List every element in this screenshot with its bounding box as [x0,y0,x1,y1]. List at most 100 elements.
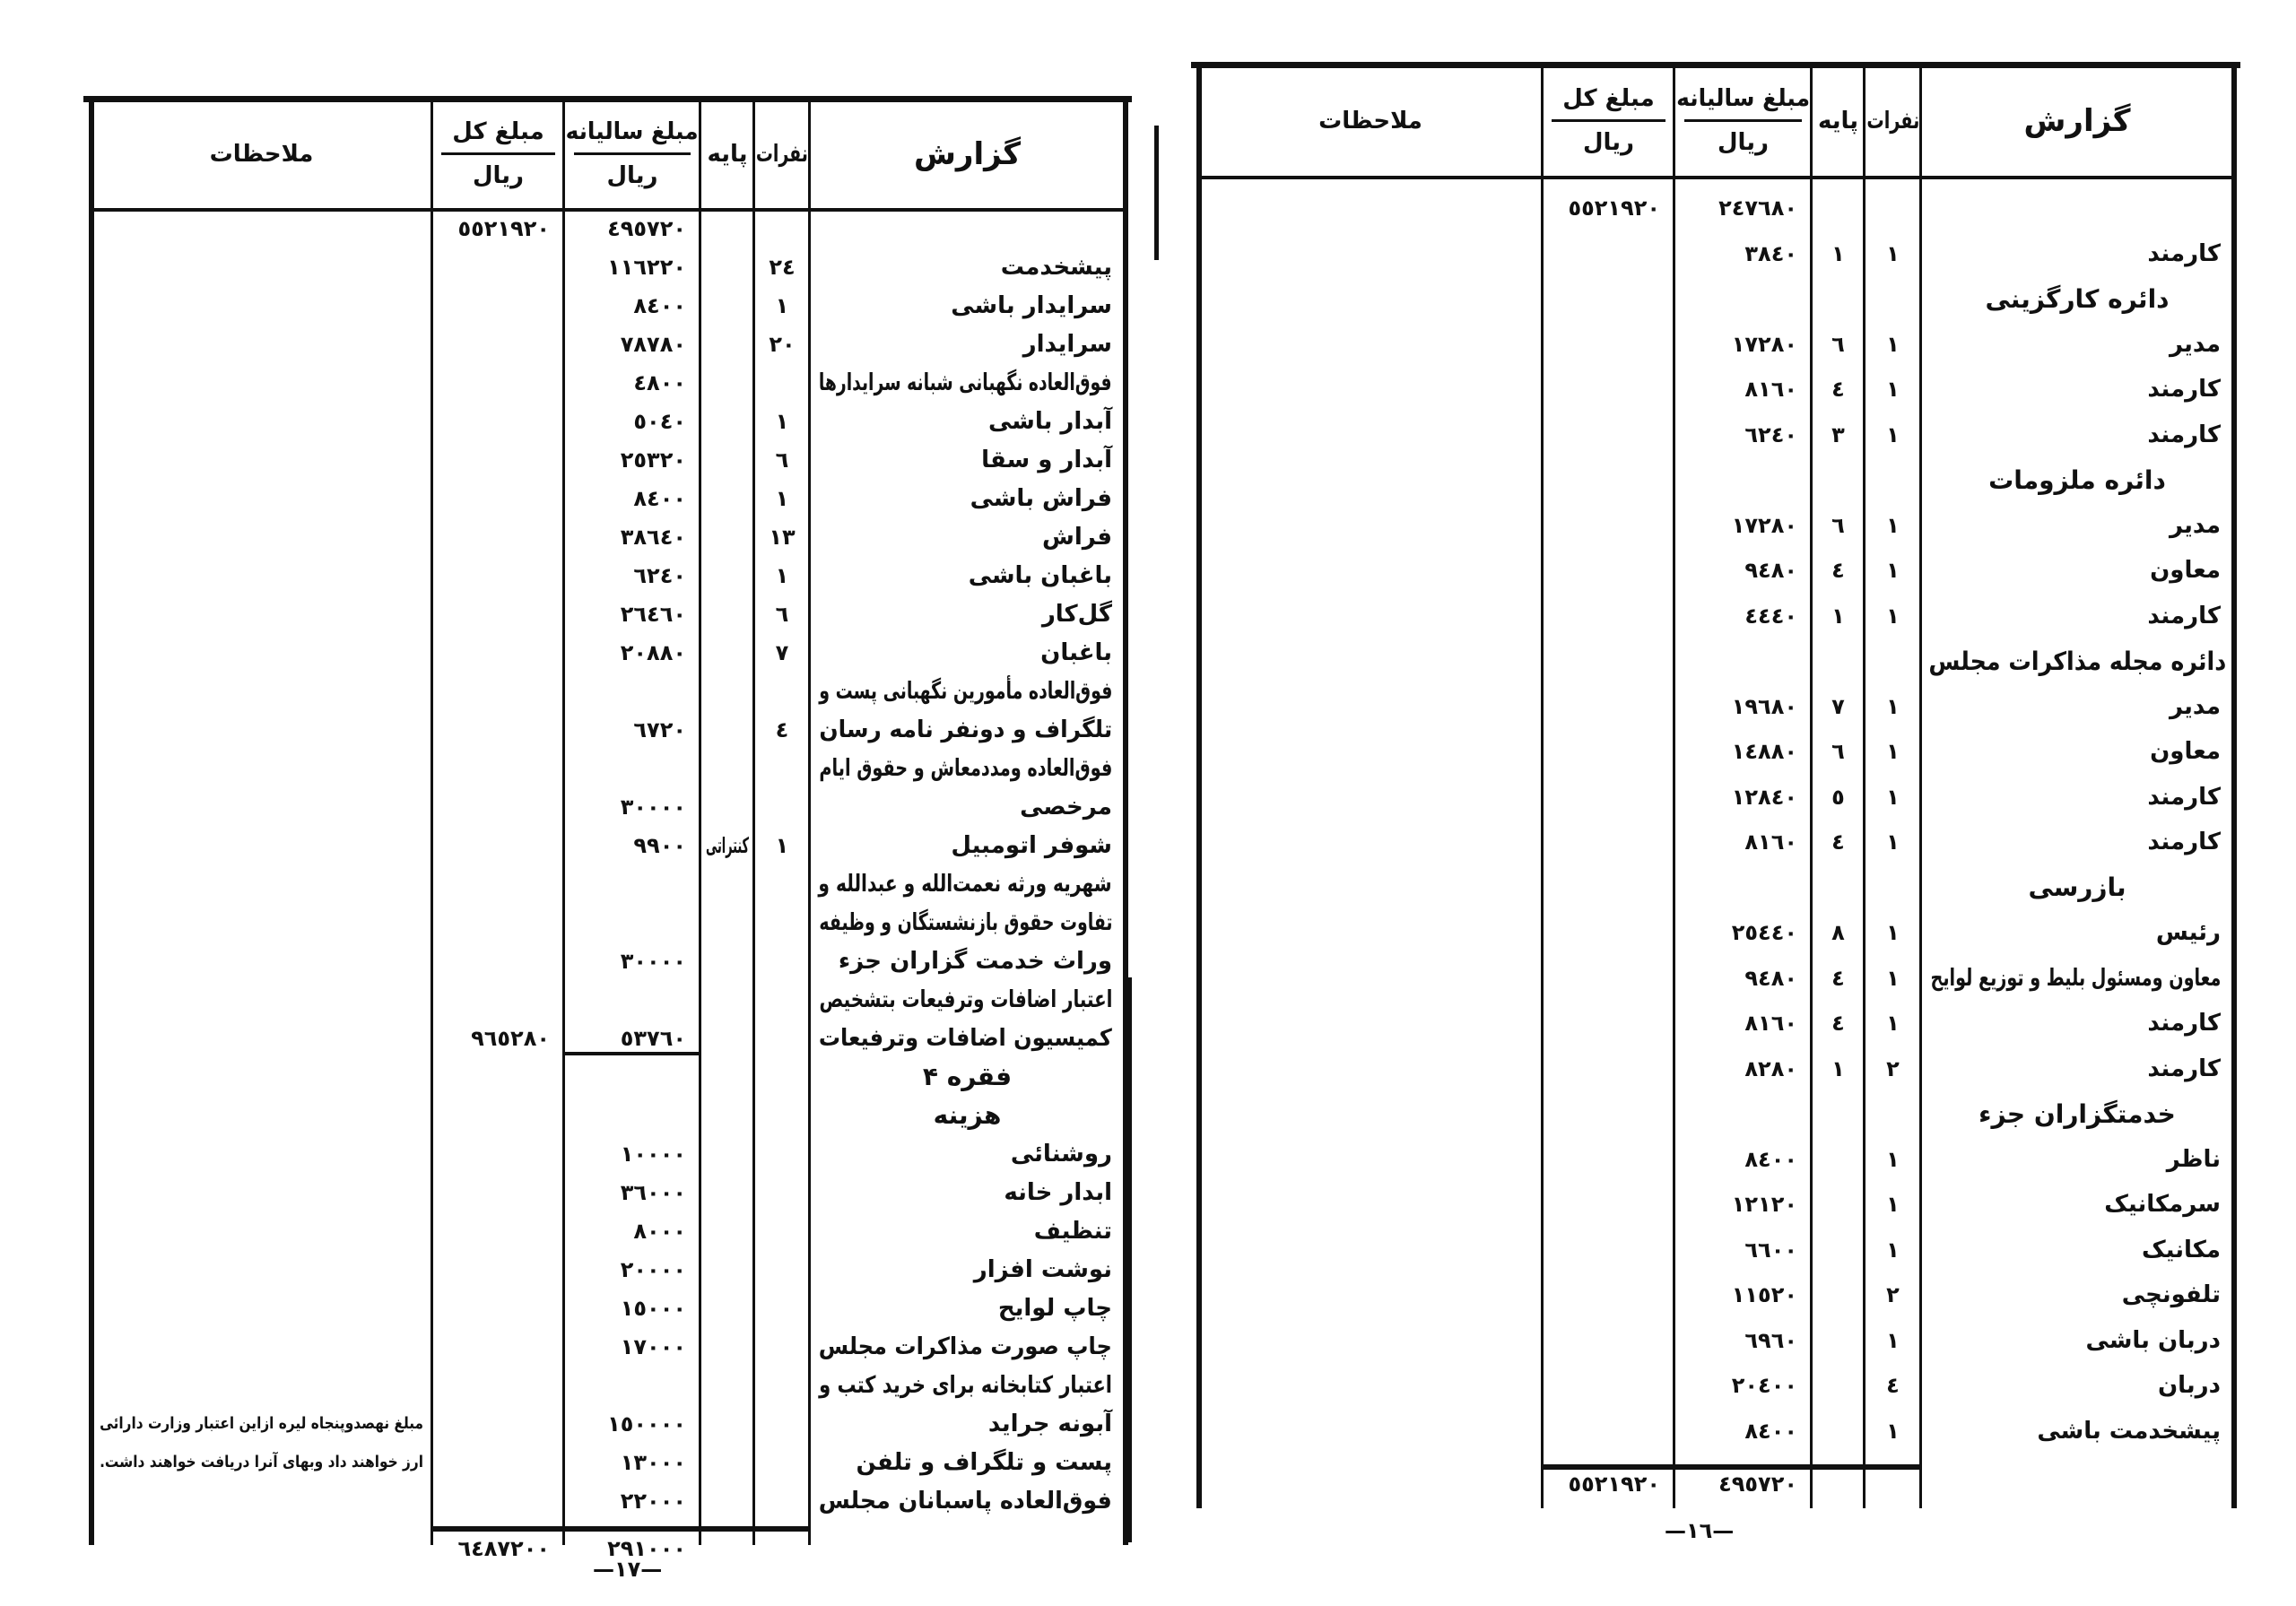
header-base-label: پایه [1817,107,1859,135]
annual-amount-text: ١١٦٢٢٠ [607,254,686,280]
total-amount-text: ٥٥٢١٩٢٠ [457,215,550,241]
item-description: سرایدار [810,325,1125,363]
column-divider [89,100,94,1545]
item-description-text: شوفر اتومبیل [951,831,1112,859]
item-base: کنتراتی [700,826,754,864]
table-row: اعتبار کتابخانه برای خرید کتب و [91,1366,1125,1404]
annual-amount-text: ١٤٨٨٠ [1731,739,1797,765]
item-description-text: فراش باشی [970,484,1112,512]
header-amount: مبلغ سالیانه ریال [1674,65,1812,176]
annual-amount-text: ١٧٢٨٠ [1731,512,1797,538]
table-row: ٢٤٧٦٨٠ ٥٥٢١٩٢٠ [1198,186,2233,231]
annual-amount-text: ٦٧٢٠ [633,716,686,742]
item-count: ١ [1865,1228,1921,1273]
item-description-text: گل‌کار [1041,600,1112,628]
section-heading-text: خدمتگزاران جزء [1979,1098,2176,1129]
item-description: مدیر [1921,684,2233,730]
item-count: ١ [1865,231,1921,277]
annual-amount: ٢٤٧٦٨٠ [1674,186,1812,231]
item-description-text: آبونه جراید [987,1410,1112,1437]
item-description-text: چاپ صورت مذاکرات مجلس [818,1333,1112,1360]
item-base: ٦ [1812,322,1865,368]
annual-amount-text: ١٥٠٠٠ [620,1295,686,1321]
item-description-text: کارمند [2147,783,2221,811]
item-description: اعتبار کتابخانه برای خرید کتب و [810,1366,1125,1404]
item-description: باغبان باشی [810,556,1125,595]
annual-amount-text: ١١٥٢٠ [1731,1282,1797,1308]
item-count: ١ [1865,412,1921,458]
annual-amount-text: ٢٤٧٦٨٠ [1718,195,1797,221]
item-description: کارمند [1921,412,2233,458]
item-count-text: ١ [1886,784,1900,810]
item-description: چاپ لوایح [810,1289,1125,1327]
section-heading: دائره کارگزینی [1921,276,2233,322]
item-description: شهریه ورثه نعمت‌الله و عبدالله و [810,864,1125,903]
table-row: هزینه [91,1096,1125,1134]
annual-amount-text: ٨٤٠٠ [1744,1418,1797,1444]
item-description: معاون [1921,548,2233,594]
item-description: تفاوت حقوق بازنشستگان و وظیفه [810,903,1125,942]
header-count-label: نفرات [755,140,809,168]
total-amount-text: ٩٦٥٢٨٠ [471,1025,550,1051]
annual-amount-text: ٨٢٨٠ [1744,1055,1797,1081]
item-count-text: ١ [1886,331,1900,357]
item-description-text: روشنائی [1010,1140,1112,1168]
annual-amount-text: ١٧٢٨٠ [1731,331,1797,357]
table-row: فوق‌العاده پاسبانان مجلس ٢٢٠٠٠ [91,1481,1125,1520]
table-row: تنظیف ٨٠٠٠ [91,1211,1125,1250]
table-row: فوق‌العاده نگهبانی شبانه سرایدارها ٤٨٠٠ [91,363,1125,402]
annual-amount: ١١٥٢٠ [1674,1272,1812,1318]
annual-amount: ١١٦٢٢٠ [564,247,700,286]
item-description: دربان باشی [1921,1318,2233,1364]
item-count: ١ [1865,956,1921,1002]
item-count: ١ [1865,1409,1921,1454]
annual-amount: ٨٠٠٠ [564,1211,700,1250]
item-description: پیشخدمت باشی [1921,1409,2233,1454]
header-base: پایه [1812,65,1865,176]
item-description-text: معاون [2150,738,2221,766]
item-description: تلگراف و دونفر نامه رسان [810,710,1125,749]
annual-amount-text: ١٣٠٠٠ [620,1449,686,1475]
annual-amount-text: ٩٤٨٠ [1744,558,1797,584]
annual-amount-text: ٨١٦٠ [1744,377,1797,403]
item-count-text: ٦ [775,601,789,627]
annual-amount: ٢٠٨٨٠ [564,633,700,672]
item-count: ١ [1865,503,1921,549]
annual-amount: ٢٠٠٠٠ [564,1250,700,1289]
header-remarks-label: ملاحظات [209,140,314,168]
annual-amount: ٥٠٤٠ [564,402,700,440]
item-count-text: ٢ [1886,1282,1900,1308]
item-description-text: دربان باشی [2085,1326,2221,1354]
table-row: آبونه جراید ١٥٠٠٠٠ مبلغ نهصدوپنجاه لیره از… [91,1404,1125,1443]
item-base: ١ [1812,1046,1865,1092]
currency-label: ریال [1717,129,1770,156]
item-description: سرمکانیک [1921,1182,2233,1228]
annual-amount: ١٢١٢٠ [1674,1182,1812,1228]
column-divider [2231,65,2237,1508]
header-base: پایه [700,100,754,208]
header-desc: گزارش [1921,65,2233,176]
annual-amount-text: ٩٤٨٠ [1744,965,1797,991]
item-description: باغبان [810,633,1125,672]
annual-amount-text: ٢٠٨٨٠ [620,639,686,665]
item-base-text: ١ [1831,240,1845,266]
item-description-text: آبدار و سقا [981,446,1112,473]
header-total-label: مبلغ کل [1562,85,1655,112]
item-description-text: اعتبار کتابخانه برای خرید کتب و [819,1371,1112,1399]
table-row: بازرسی [1198,865,2233,911]
item-base-text: ١ [1831,603,1845,629]
annual-amount-text: ١٩٦٨٠ [1731,693,1797,719]
header-desc-label: گزارش [2023,102,2131,139]
page-number: —١٧— [593,1557,663,1582]
header-total: مبلغ کل ریال [432,100,564,208]
item-count: ١ [754,826,810,864]
page-number: —١٦— [1665,1518,1735,1543]
item-count-text: ١ [1886,739,1900,765]
item-description-text: فوق‌العاده پاسبانان مجلس [818,1487,1112,1515]
item-base: ٤ [1812,956,1865,1002]
item-description-text: مدیر [2169,511,2221,539]
table-row: کارمند ١ ٥ ١٢٨٤٠ [1198,775,2233,820]
item-count: ١ [1865,1137,1921,1183]
annual-amount-text: ٣٨٦٤٠ [620,524,686,550]
table-row: فقره ۴ [91,1057,1125,1096]
